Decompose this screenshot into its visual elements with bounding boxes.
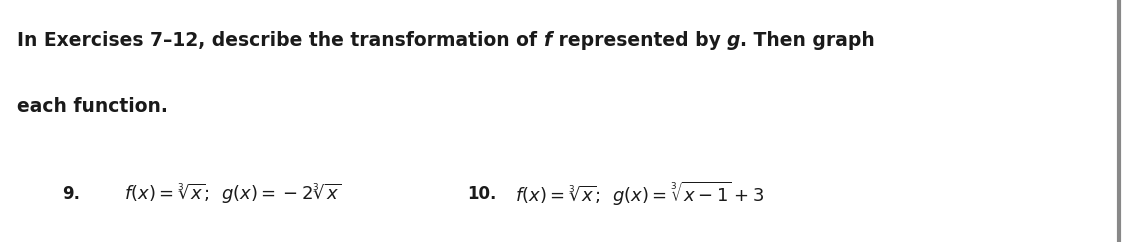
Text: $f(x) = \sqrt[3]{x}$;  $g(x) = -2\sqrt[3]{x}$: $f(x) = \sqrt[3]{x}$; $g(x) = -2\sqrt[3]… xyxy=(124,182,341,206)
Text: f: f xyxy=(543,31,551,51)
Text: g: g xyxy=(727,31,740,51)
Text: In Exercises 7–12, describe the transformation of: In Exercises 7–12, describe the transfor… xyxy=(17,31,543,51)
Text: 10.: 10. xyxy=(467,185,496,203)
Text: each function.: each function. xyxy=(17,97,168,116)
Text: . Then graph: . Then graph xyxy=(740,31,875,51)
Text: $f(x) = \sqrt[3]{x}$;  $g(x) = \sqrt[3]{x-1} + 3$: $f(x) = \sqrt[3]{x}$; $g(x) = \sqrt[3]{x… xyxy=(515,180,764,208)
Text: represented by: represented by xyxy=(551,31,727,51)
Text: 9.: 9. xyxy=(62,185,80,203)
